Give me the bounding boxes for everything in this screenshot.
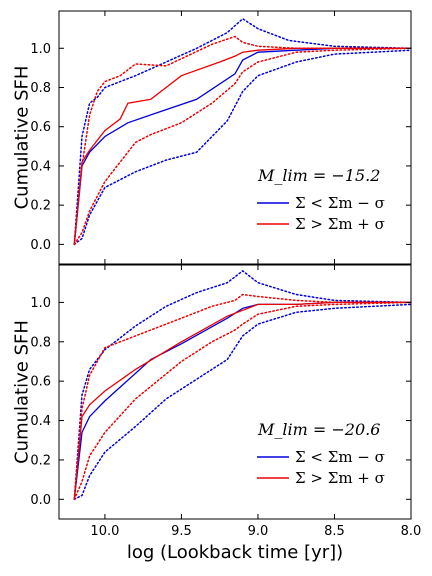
y-tick-label: 1.0 <box>30 296 51 311</box>
x-tick-label: 10.0 <box>90 524 119 539</box>
bottom-legend-blue-label: Σ < Σm − σ <box>295 448 385 466</box>
top-plot-lines <box>73 17 412 246</box>
series-line-4 <box>73 35 412 246</box>
series-line-1 <box>73 269 412 501</box>
y-tick-label: 0.2 <box>30 453 51 468</box>
x-tick-label: 9.0 <box>248 524 269 539</box>
top-y-axis-label: Cumulative SFH <box>12 66 33 210</box>
top-plot-frame <box>58 10 412 265</box>
series-line-3 <box>73 47 412 246</box>
series-line-1 <box>73 17 412 246</box>
top-panel: 0.0 0.2 0.4 0.6 0.8 1.0 Cumulative SFH M_lim … <box>12 10 412 265</box>
x-axis-label: log (Lookback time [yr]) <box>127 542 343 563</box>
top-legend-title: M_lim = −15.2 <box>257 166 380 185</box>
top-legend: M_lim = −15.2 Σ < Σm − σ Σ > Σm + σ <box>257 166 385 233</box>
x-tick-label: 8.0 <box>401 524 422 539</box>
y-tick-label: 0.0 <box>30 493 51 508</box>
bottom-y-axis-label: Cumulative SFH <box>12 320 33 464</box>
top-legend-red-label: Σ > Σm + σ <box>295 215 385 233</box>
y-tick-label: 0.6 <box>30 120 51 135</box>
y-tick-label: 0.8 <box>30 81 51 96</box>
series-line-5 <box>73 47 412 246</box>
y-tick-label: 0.4 <box>30 414 51 429</box>
series-line-2 <box>73 303 412 501</box>
series-line-2 <box>73 49 412 246</box>
bottom-legend: M_lim = −20.6 Σ < Σm − σ Σ > Σm + σ <box>257 420 385 487</box>
bottom-plot-lines <box>73 269 412 501</box>
y-tick-label: 0.6 <box>30 375 51 390</box>
y-tick-label: 0.4 <box>30 159 51 174</box>
y-tick-label: 0.0 <box>30 238 51 253</box>
bottom-axis-ticks: 0.0 0.2 0.4 0.6 0.8 1.0 10.0 9.5 9.0 8.5 8.0 <box>30 265 421 539</box>
series-line-4 <box>73 293 412 501</box>
x-tick-label: 8.5 <box>324 524 345 539</box>
bottom-plot-frame <box>58 264 412 520</box>
y-tick-label: 0.2 <box>30 199 51 214</box>
bottom-panel: 0.0 0.2 0.4 0.6 0.8 1.0 10.0 9.5 9.0 8.5 8.0 Cumul… <box>12 264 421 563</box>
top-legend-blue-label: Σ < Σm − σ <box>295 194 385 212</box>
series-line-5 <box>73 301 412 501</box>
y-tick-label: 1.0 <box>30 42 51 57</box>
x-tick-label: 9.5 <box>171 524 192 539</box>
series-line-3 <box>73 301 412 500</box>
y-tick-label: 0.8 <box>30 335 51 350</box>
bottom-legend-red-label: Σ > Σm + σ <box>295 469 385 487</box>
bottom-legend-title: M_lim = −20.6 <box>257 420 380 439</box>
top-axis-ticks: 0.0 0.2 0.4 0.6 0.8 1.0 <box>30 11 412 264</box>
